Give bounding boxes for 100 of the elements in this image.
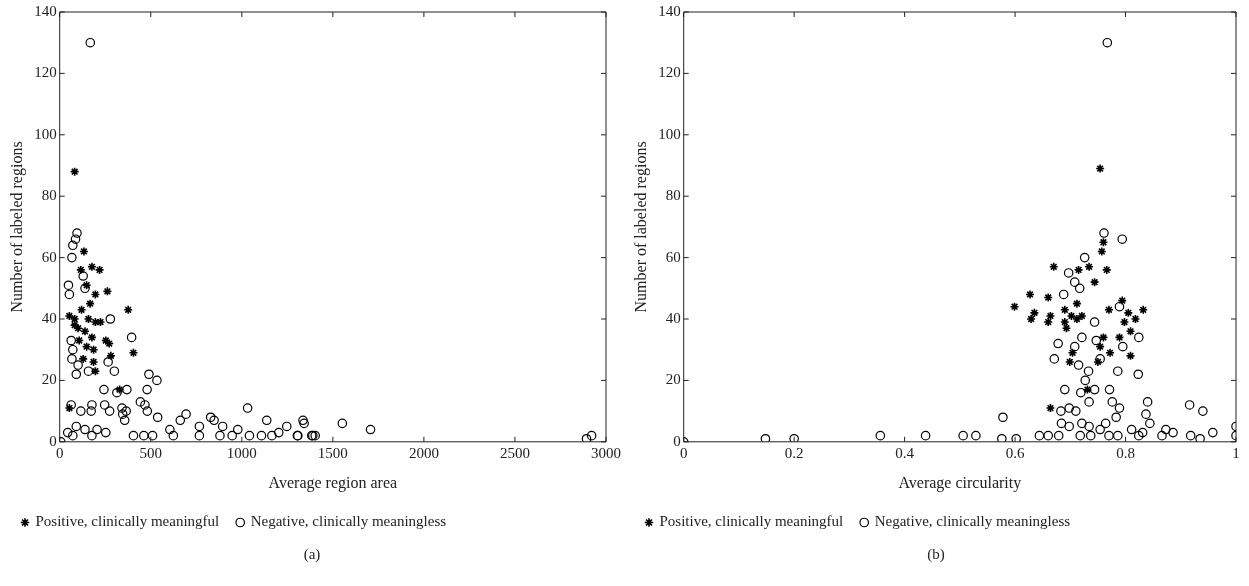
y-tick-label: 140 (658, 2, 681, 19)
legend-label: Negative, clinically meaningless (250, 513, 447, 530)
y-axis-title: Number of labeled regions (7, 141, 26, 313)
point (123, 304, 133, 315)
point (1093, 357, 1103, 367)
point (1067, 347, 1078, 358)
point (94, 265, 105, 275)
text: (b) (926, 546, 946, 563)
y-tick-label: 20 (665, 371, 681, 388)
point (1009, 301, 1020, 312)
y-axis-title: Number of labeled regions (631, 141, 650, 313)
point (87, 332, 97, 343)
y-tick-label: 60 (41, 248, 57, 265)
point (1043, 292, 1054, 303)
x-tick-label: 1000 (226, 444, 257, 461)
point (90, 366, 101, 376)
x-tick-label: 500 (139, 444, 162, 461)
point (1130, 314, 1141, 324)
point (85, 298, 95, 309)
point (1089, 277, 1100, 287)
point (1045, 403, 1056, 413)
x-tick-label: 3000 (591, 444, 621, 461)
point (102, 286, 113, 297)
y-tick-label: 40 (665, 309, 681, 326)
point (88, 357, 99, 367)
x-tick-label: 1 (1232, 444, 1240, 461)
point (81, 341, 92, 352)
y-tick-label: 80 (41, 187, 57, 204)
y-tick-label: 80 (665, 187, 681, 204)
point (1123, 308, 1134, 318)
point (1101, 265, 1112, 275)
point (1073, 265, 1084, 275)
point (1059, 304, 1070, 315)
point (64, 403, 75, 413)
point (128, 347, 139, 358)
point (1098, 237, 1109, 248)
x-tick-label: 2500 (499, 444, 530, 461)
point (78, 354, 88, 364)
point (1098, 332, 1109, 343)
y-tick-label: 0 (673, 432, 681, 449)
point (1095, 163, 1105, 174)
point (104, 338, 115, 349)
x-tick-label: 2000 (408, 444, 439, 461)
x-tick-label: 1500 (317, 444, 348, 461)
point (1025, 289, 1035, 300)
legend-label: Positive, clinically meaningful (35, 513, 220, 530)
legend-label: Negative, clinically meaningless (874, 513, 1071, 530)
point (83, 314, 94, 324)
point (1077, 311, 1087, 321)
x-tick-label: 0.8 (1116, 444, 1135, 461)
point (1138, 304, 1149, 315)
x-axis-title: Average region area (268, 473, 398, 492)
point (1026, 314, 1036, 324)
x-tick-label: 0.2 (784, 444, 804, 461)
y-tick-label: 120 (658, 64, 681, 81)
y-tick-label: 120 (34, 64, 57, 81)
point (1105, 347, 1115, 358)
x-axis-title: Average circularity (898, 473, 1022, 492)
point (1072, 314, 1082, 324)
legend-label: Positive, clinically meaningful (659, 513, 844, 530)
y-tick-label: 140 (34, 2, 57, 19)
x-tick-label: 0.6 (1005, 444, 1025, 461)
point (1066, 311, 1077, 321)
point (1125, 326, 1136, 337)
point (114, 384, 125, 395)
point (76, 304, 87, 315)
point (1096, 246, 1107, 257)
x-tick-label: 0.4 (895, 444, 915, 461)
point (69, 166, 80, 177)
y-tick-label: 40 (41, 309, 57, 326)
point (1104, 304, 1114, 315)
point (1064, 357, 1075, 367)
point (1119, 317, 1130, 327)
text: (a) (302, 546, 322, 563)
y-tick-label: 20 (41, 371, 57, 388)
point (90, 289, 101, 300)
point (1095, 341, 1105, 352)
point (1048, 262, 1059, 272)
point (1029, 308, 1040, 318)
point (1125, 351, 1136, 361)
y-tick-label: 60 (665, 248, 681, 265)
point (1043, 317, 1054, 327)
point (73, 323, 83, 334)
y-tick-label: 100 (34, 125, 57, 142)
point (64, 311, 75, 321)
point (1114, 332, 1125, 343)
point (1082, 384, 1093, 395)
point (80, 326, 90, 337)
point (106, 351, 116, 361)
y-tick-label: 0 (49, 432, 57, 449)
point (1084, 262, 1094, 272)
point (100, 335, 111, 346)
point (87, 262, 97, 272)
point (76, 265, 86, 275)
point (1072, 298, 1082, 309)
point (88, 344, 99, 355)
point (1117, 295, 1128, 306)
point (79, 246, 89, 257)
point (81, 280, 92, 291)
point (1045, 311, 1056, 321)
